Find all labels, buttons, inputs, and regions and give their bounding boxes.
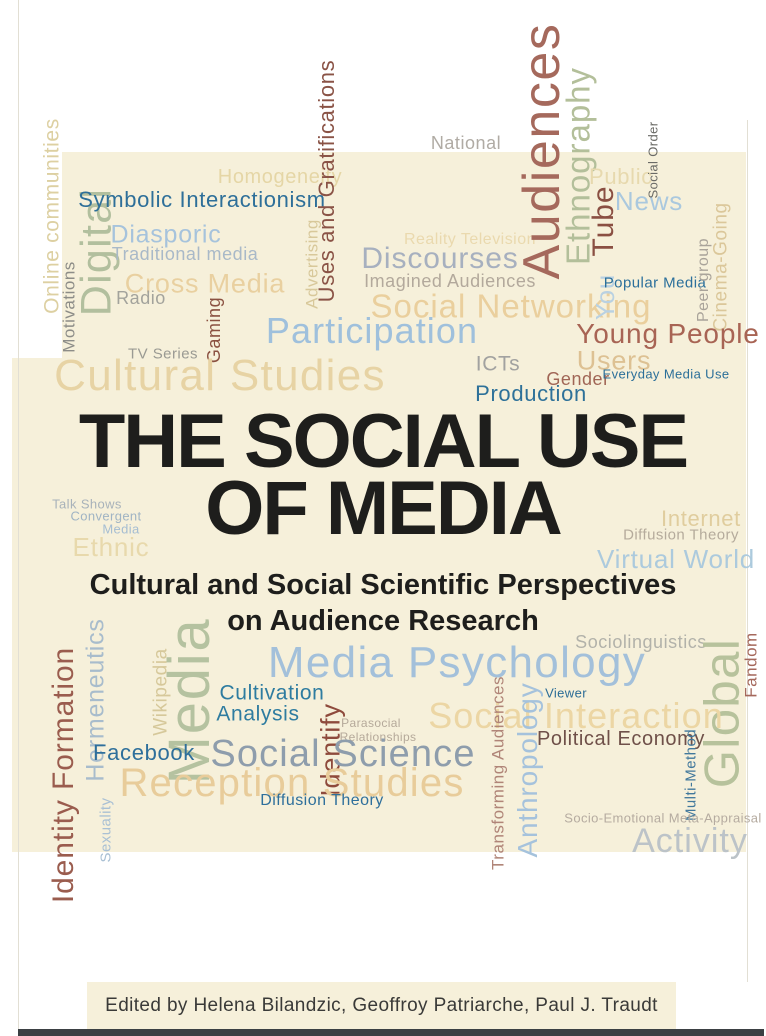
title-line-1: THE SOCIAL USE [78,399,689,484]
cloud-word: Participation [265,310,479,351]
cloud-word: Political Economy [536,728,706,750]
cloud-word: Identity Formation [47,646,80,904]
cloud-word: Parasocial [341,716,401,730]
editors-band [87,982,676,1030]
cloud-word: Diffusion Theory [260,792,384,809]
cloud-word: Internet [661,506,741,531]
cloud-word: Social Interaction [428,695,724,736]
cloud-word: Social Networking [370,287,652,325]
cloud-word: Diffusion Theory [623,526,739,544]
cloud-word: Media Psychology [267,638,647,687]
cloud-word: Everyday Media Use [602,366,730,382]
cloud-word: Convergent [70,508,142,524]
cloud-word: Transforming Audiences [488,676,508,870]
cloud-word: Discourses [361,242,519,275]
cloud-word: Activity [632,822,748,860]
cloud-word: Users [576,345,652,376]
cloud-word: Ethnic [72,532,150,562]
editors-line: Edited by Helena Bilandzic, Geoffroy Pat… [105,995,658,1016]
book-subtitle: Cultural and Social Scientific Perspecti… [0,567,766,639]
cloud-word: Popular Media [603,274,707,292]
cloud-word: Social Order [645,121,661,199]
cloud-word: Cinema-Going [710,202,732,332]
cloud-word: Uses and Gratifications [314,59,339,303]
book-title: THE SOCIAL USE OF MEDIA [0,399,766,551]
cloud-word: ICTs [475,352,521,376]
cloud-word: Imagined Audiences [364,271,536,291]
subtitle-line-2: on Audience Research [227,605,539,637]
cloud-word: Virtual World [596,544,756,574]
cream-panel-left [12,358,62,852]
cloud-word: Radio [116,288,166,308]
cloud-word: Media [102,521,140,537]
cloud-word: Gender [546,369,610,389]
subtitle-line-1: Cultural and Social Scientific Perspecti… [89,569,677,601]
cloud-word: Symbolic Interactionism [78,187,326,212]
cloud-word: Reception Studies [119,761,465,805]
cloud-word: Analysis [216,702,300,726]
cover-bottom-edge [18,1029,764,1036]
cloud-word: Traditional media [111,244,259,264]
cloud-word: Reality Television [404,231,536,248]
cream-panel [62,152,746,852]
cloud-word: Young People [576,318,760,349]
cloud-word: Sociolinguistics [575,632,707,652]
cloud-word: Facebook [93,740,195,765]
cloud-word: TV Series [128,345,198,363]
cloud-word: Anthropology [512,682,543,858]
cloud-word: Diasporic [110,220,222,249]
cover-right-edge [747,120,748,982]
cloud-word: Cross Media [124,268,286,299]
cloud-word: Talk Shows [52,496,122,512]
cover-left-edge [18,0,19,1029]
cloud-word: Socio-Emotional Meta-Appraisal [564,810,762,826]
cloud-word: Relationships [339,730,417,744]
title-line-2: OF MEDIA [205,466,563,551]
cloud-word: Social Science [210,733,476,775]
cloud-word: National [430,133,502,153]
cloud-word: Production [475,381,587,406]
cloud-word: Multi-Method [682,728,700,822]
cloud-word: News [614,186,684,216]
cloud-word: Homogeneity [217,166,343,188]
cloud-word: Public [589,164,653,189]
cloud-word: Sexuality [97,797,115,863]
cloud-word: Cultural Studies [54,351,386,400]
cloud-word: Cultivation [219,681,325,705]
cloud-word: Viewer [545,685,587,701]
